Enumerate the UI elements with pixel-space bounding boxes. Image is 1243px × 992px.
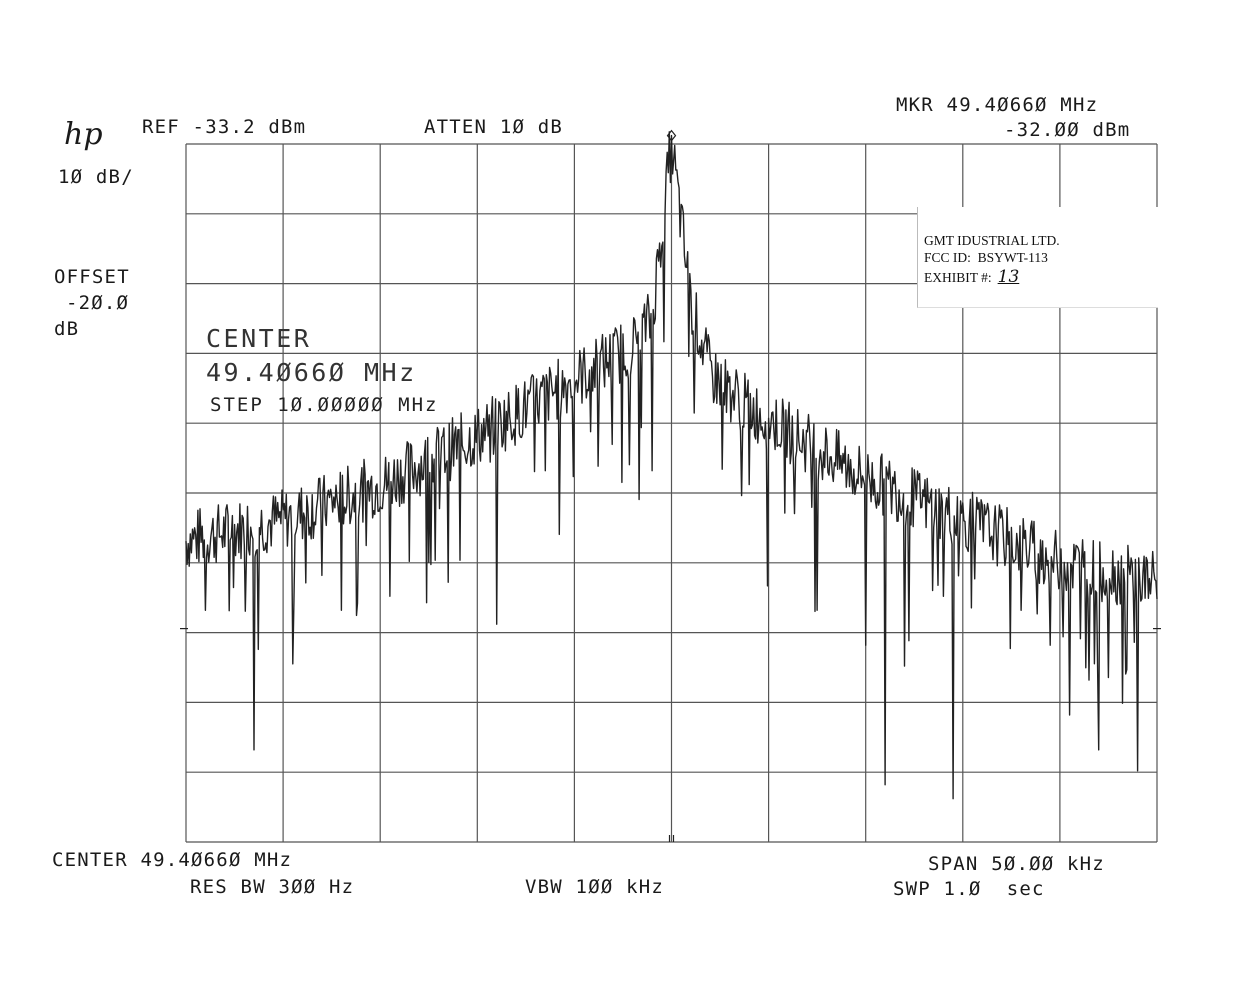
stamp-company: GMT IDUSTRIAL LTD. xyxy=(924,233,1060,248)
marker-diamond xyxy=(666,129,677,142)
video-bandwidth: VBW 1ØØ kHz xyxy=(525,876,665,898)
center-frequency: CENTER 49.4Ø66Ø MHz xyxy=(52,849,293,871)
sweep-time: SWP 1.Ø sec xyxy=(893,878,1045,900)
offset-value: -2Ø.Ø xyxy=(66,292,130,314)
offset-label: OFFSET xyxy=(54,266,130,288)
stamp-exhibit-label: EXHIBIT #: xyxy=(924,270,992,285)
marker-level: -32.ØØ dBm xyxy=(1004,119,1131,141)
reference-level: REF -33.2 dBm xyxy=(142,116,307,138)
overlay-step: STEP 1Ø.ØØØØØ MHz xyxy=(210,394,439,416)
hp-logo: hp xyxy=(64,117,103,152)
stamp-fcc-id: FCC ID: BSYWT-113 xyxy=(924,250,1048,265)
overlay-center-frequency: 49.4Ø66Ø MHz xyxy=(206,358,417,387)
offset-unit: dB xyxy=(54,318,80,340)
stamp-exhibit: EXHIBIT #: 13 xyxy=(924,267,1025,287)
attenuation: ATTEN 1Ø dB xyxy=(424,116,564,138)
spectrum-trace xyxy=(185,131,1158,800)
scale-per-division: 1Ø dB/ xyxy=(58,166,134,188)
stamp-exhibit-number: 13 xyxy=(997,267,1020,287)
marker-frequency: MKR 49.4Ø66Ø MHz xyxy=(896,94,1099,116)
fcc-exhibit-stamp: GMT IDUSTRIAL LTD. FCC ID: BSYWT-113 EXH… xyxy=(917,207,1158,308)
frequency-span: SPAN 5Ø.ØØ kHz xyxy=(928,853,1105,875)
resolution-bandwidth: RES BW 3ØØ Hz xyxy=(190,876,355,898)
overlay-center-label: CENTER xyxy=(206,324,312,353)
